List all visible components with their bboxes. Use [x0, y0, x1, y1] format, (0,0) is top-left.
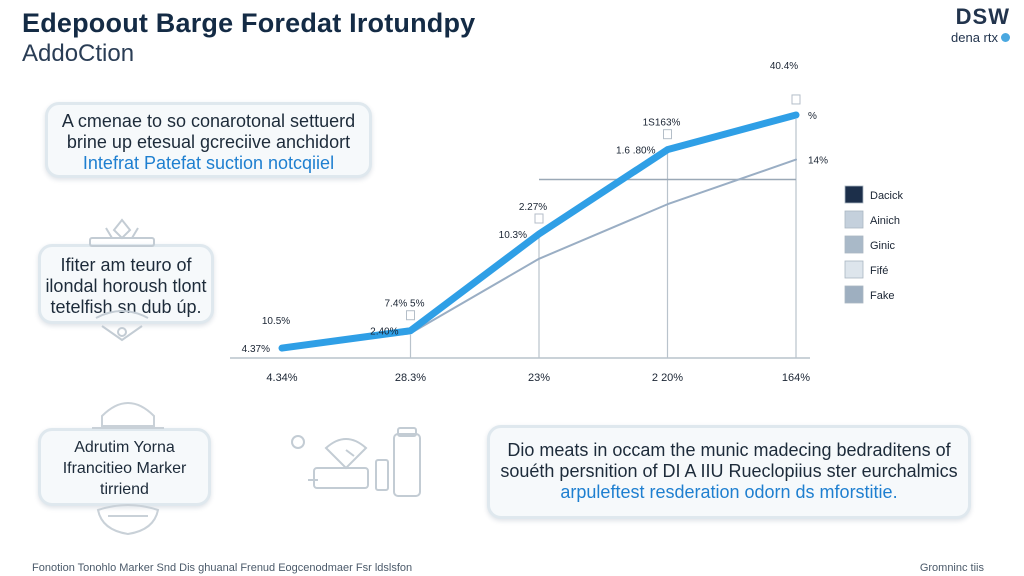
brand-name: DSW — [955, 4, 1010, 29]
card-line: brine up etesual gcreciive anchidort — [66, 132, 351, 152]
footer-caption: Fonotion Tonohlo Marker Snd Dis ghuanal … — [32, 562, 413, 574]
legend-label: Fifé — [870, 265, 888, 277]
lab-equipment-sketch-icon — [291, 427, 421, 497]
legend-label: Dacick — [870, 190, 904, 202]
x-tick-label: 28.3% — [395, 372, 426, 384]
point-marker — [663, 129, 672, 140]
legend-swatch — [844, 260, 864, 279]
data-label: 2.40% — [370, 327, 398, 338]
footer-credit: Gromninc tiis — [919, 562, 984, 574]
card-line: Dio meats in occam the munic madecing be… — [507, 440, 951, 460]
brand-tagline: dena rtx — [951, 30, 1010, 45]
legend-label: Fake — [870, 290, 894, 302]
hat-sketch-icon — [92, 402, 164, 536]
legend-label: Ginic — [870, 240, 896, 252]
card-line: Ifiter am teuro of — [60, 255, 192, 275]
ornament-sketch-icon — [89, 218, 155, 342]
legend-swatch — [844, 210, 864, 229]
legend-swatch — [844, 235, 864, 254]
data-label: 1.6 .80% — [616, 146, 656, 157]
point-marker — [534, 213, 544, 224]
brand-logo: DSW dena rtx — [951, 4, 1010, 45]
card-line-accent: arpuleftest resderation odorn ds mforsti… — [560, 482, 898, 502]
data-label: 14% — [808, 156, 828, 167]
page-subtitle: AddoCtion — [22, 40, 135, 67]
series-line-dacick — [278, 111, 800, 352]
x-tick-label: 2 20% — [652, 372, 683, 384]
legend-label: Ainich — [870, 215, 900, 227]
page-title: Edepoout Barge Foredat Irotundpy — [22, 8, 476, 38]
card-line: Ifrancitieo Marker — [62, 460, 187, 477]
chart-data-labels: 4.37% 2.40% 7.4% 5% 10.3% 2.27% 1.6 .80% 1S163… — [242, 61, 828, 355]
info-card-middle: Ifiter am teuro of ilondal horoush tlont… — [38, 244, 214, 324]
data-label: 40.4% — [770, 61, 798, 72]
x-tick-label: 23% — [528, 372, 550, 384]
chart-legend: Dacick Ainich Ginic Fifé Fake — [844, 185, 904, 304]
card-line: souéth persnition of DI A IIU Rueclopiiu… — [500, 461, 958, 481]
data-label: 10.5% — [262, 316, 290, 327]
data-label: 10.3% — [499, 230, 527, 241]
data-label: 2.27% — [519, 202, 547, 213]
info-card-top: A cmenae to so conarotonal settuerd brin… — [45, 102, 372, 178]
data-label: 7.4% 5% — [384, 299, 424, 310]
card-line-accent: Intefrat Patefat suction notcqiiel — [82, 153, 335, 173]
brand-dot-icon — [1001, 33, 1010, 42]
point-marker — [791, 94, 801, 105]
card-line: ilondal horoush tlont — [45, 276, 207, 296]
legend-swatch — [844, 285, 864, 304]
chart-series — [278, 94, 801, 352]
brand-tagline-text: dena rtx — [951, 30, 998, 45]
x-tick-label: 4.34% — [266, 372, 297, 384]
data-label: % — [808, 111, 817, 122]
chart-x-ticks: 4.34% 28.3% 23% 2 20% 164% — [266, 372, 810, 384]
card-line: A cmenae to so conarotonal settuerd — [61, 111, 356, 131]
legend-swatch — [844, 185, 864, 204]
x-tick-label: 164% — [782, 372, 810, 384]
point-marker — [406, 310, 415, 321]
data-label: 4.37% — [242, 344, 270, 355]
card-line: tetelfish sn dub úp. — [50, 297, 202, 317]
data-label: 1S163% — [643, 118, 681, 129]
info-card-bottom-right: Dio meats in occam the munic madecing be… — [487, 425, 971, 519]
card-line: Adrutim Yorna — [74, 439, 175, 456]
card-line: tirriend — [100, 481, 149, 498]
